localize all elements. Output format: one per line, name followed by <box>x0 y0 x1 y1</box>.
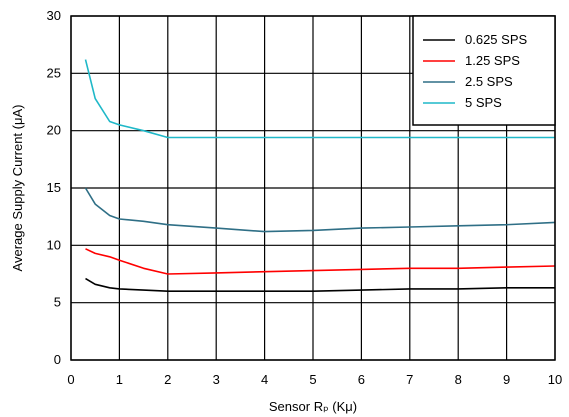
legend: 0.625 SPS 1.25 SPS 2.5 SPS 5 SPS <box>412 15 556 126</box>
y-tick-label: 10 <box>47 237 61 252</box>
y-axis-label: Average Supply Current (μA) <box>10 105 25 272</box>
x-tick-label: 9 <box>503 372 510 387</box>
x-tick-labels: 0 1 2 3 4 5 6 7 8 9 10 <box>67 372 562 387</box>
x-tick-label: 10 <box>548 372 562 387</box>
x-tick-label: 0 <box>67 372 74 387</box>
y-tick-label: 5 <box>54 295 61 310</box>
series-lines <box>84 59 556 293</box>
legend-box <box>412 15 556 126</box>
x-tick-label: 3 <box>213 372 220 387</box>
x-tick-label: 4 <box>261 372 268 387</box>
y-tick-label: 20 <box>47 123 61 138</box>
x-tick-label: 8 <box>455 372 462 387</box>
series-line <box>84 59 555 139</box>
legend-entry: 0.625 SPS <box>465 32 527 47</box>
x-tick-label: 6 <box>358 372 365 387</box>
x-axis-label: Sensor Rₚ (Kμ) <box>269 399 357 414</box>
x-tick-label: 7 <box>406 372 413 387</box>
series-line <box>85 277 555 293</box>
y-tick-label: 15 <box>47 180 61 195</box>
x-tick-label: 5 <box>309 372 316 387</box>
legend-entry: 5 SPS <box>465 95 502 110</box>
x-tick-label: 2 <box>164 372 171 387</box>
legend-entry: 2.5 SPS <box>465 74 513 89</box>
y-tick-label: 25 <box>47 65 61 80</box>
plot-frame <box>70 15 556 361</box>
legend-entry: 1.25 SPS <box>465 53 520 68</box>
y-tick-labels: 0 5 10 15 20 25 30 <box>47 8 61 367</box>
x-tick-label: 1 <box>116 372 123 387</box>
series-line <box>85 248 556 275</box>
series-line <box>84 187 556 233</box>
y-tick-label: 0 <box>54 352 61 367</box>
y-tick-label: 30 <box>47 8 61 23</box>
